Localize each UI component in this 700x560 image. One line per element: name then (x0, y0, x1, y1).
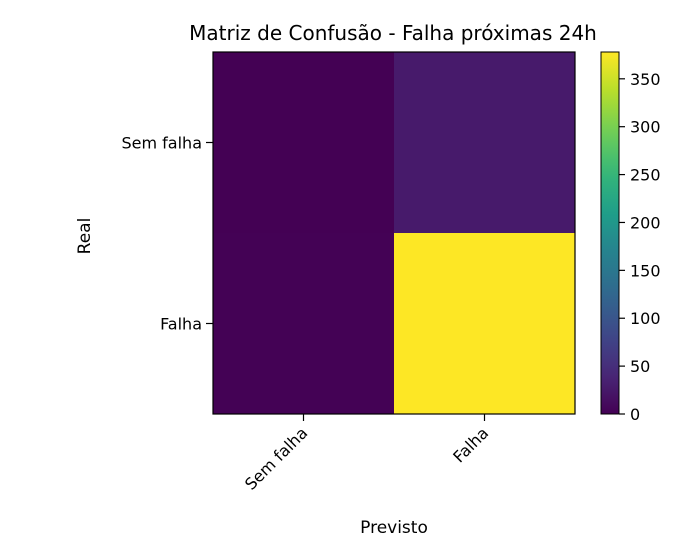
heatmap-cells (213, 52, 576, 415)
heatmap-cell-1-1 (394, 233, 576, 415)
colorbar-tick-label: 50 (630, 357, 650, 376)
colorbar-tick-label: 250 (630, 166, 661, 185)
y-axis-ticks: Sem falha Falha (122, 134, 213, 334)
plot-frame (212, 51, 576, 415)
y-tick-label: Falha (160, 315, 202, 334)
x-tick-label: Falha (449, 423, 492, 466)
y-tick-label: Sem falha (122, 134, 203, 153)
colorbar-tick-label: 350 (630, 70, 661, 89)
heatmap-cell-0-1 (394, 52, 576, 234)
colorbar-tick-label: 300 (630, 118, 661, 137)
colorbar (600, 51, 620, 415)
colorbar-tick-label: 150 (630, 261, 661, 280)
x-axis-label: Previsto (360, 518, 428, 538)
colorbar-ticks: 0 50 100 150 200 250 300 350 (619, 70, 661, 424)
colorbar-tick-label: 0 (630, 405, 640, 424)
y-axis-label: Real (75, 218, 95, 255)
colorbar-tick-label: 100 (630, 309, 661, 328)
colorbar-tick-label: 200 (630, 213, 661, 232)
heatmap-cell-1-0 (213, 233, 395, 415)
chart-title: Matriz de Confusão - Falha próximas 24h (189, 21, 597, 45)
x-axis-ticks: Sem falha Falha (241, 414, 492, 494)
heatmap-cell-0-0 (213, 52, 395, 234)
x-tick-label: Sem falha (241, 423, 311, 493)
